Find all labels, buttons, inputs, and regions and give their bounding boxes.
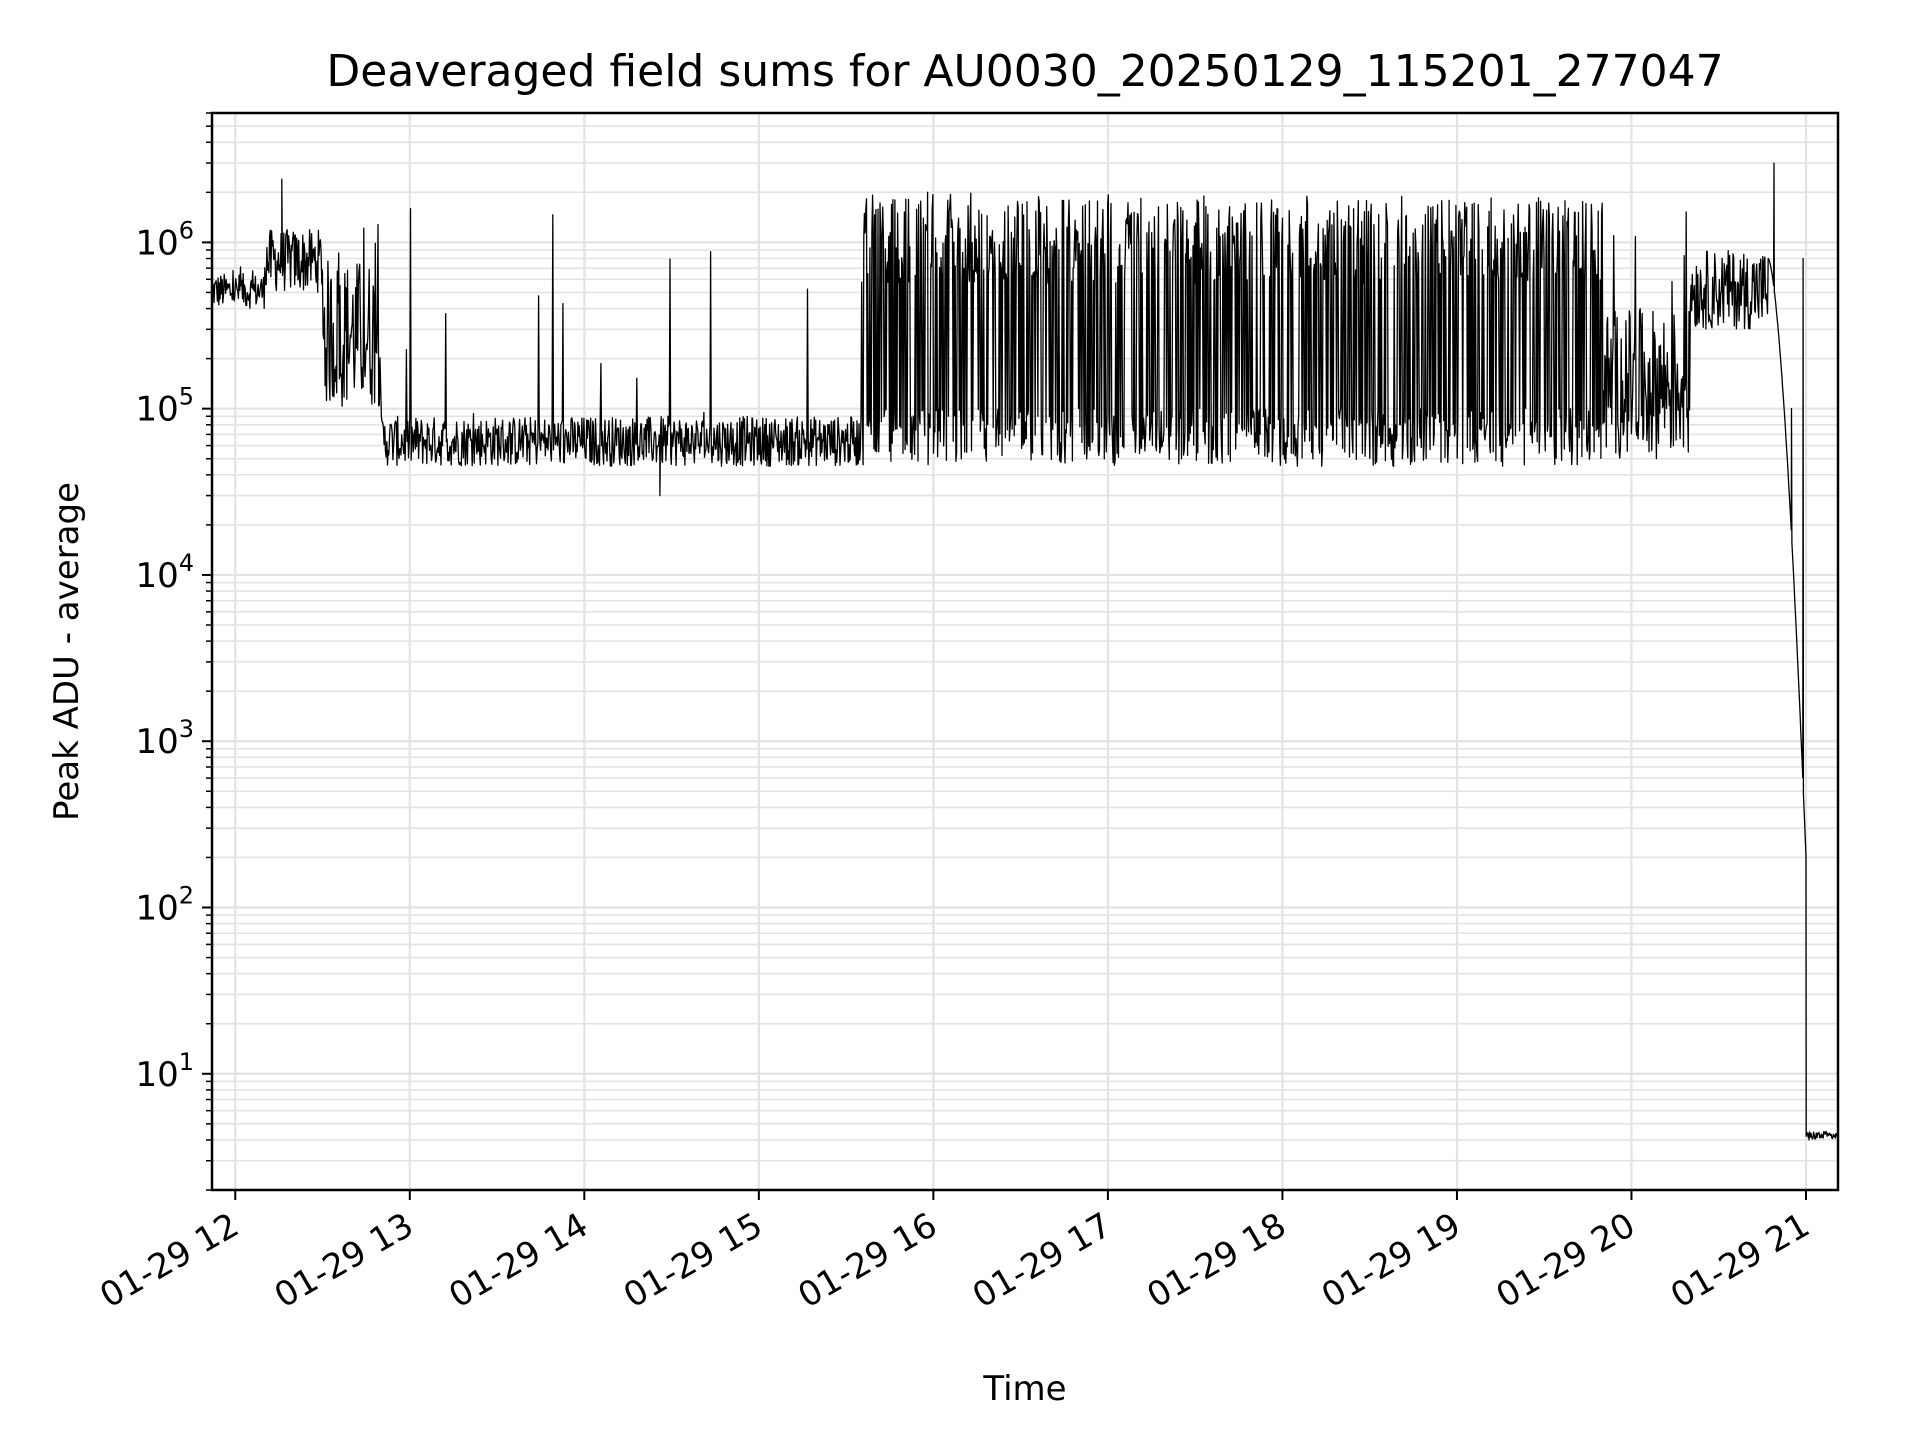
y-tick-label: 101 [135,1048,194,1095]
y-tick-base: 10 [135,722,178,762]
x-axis-title: Time [982,1369,1066,1409]
x-tick-label: 01-29 17 [966,1205,1118,1316]
y-tick-label: 105 [135,383,194,430]
data-series-line [211,162,1839,1141]
y-tick-label: 106 [135,216,194,263]
x-tick-label: 01-29 18 [1141,1205,1293,1316]
y-tick-label: 103 [135,715,194,762]
y-tick-base: 10 [135,223,178,263]
y-tick-exponent: 3 [179,715,194,743]
y-tick-label: 102 [135,881,194,928]
y-tick-exponent: 2 [179,881,194,909]
y-tick-exponent: 1 [179,1048,194,1076]
x-tick-label: 01-29 14 [442,1205,594,1316]
x-tick-label: 01-29 20 [1490,1205,1642,1316]
y-tick-base: 10 [135,390,178,430]
plot-frame [210,111,1840,1192]
y-tick-base: 10 [135,1055,178,1095]
x-tick-label: 01-29 12 [93,1205,245,1316]
x-tick-label: 01-29 19 [1315,1205,1467,1316]
y-tick-exponent: 5 [179,383,194,411]
y-tick-exponent: 4 [179,549,194,577]
y-tick-label: 104 [135,549,194,596]
y-axis-title: Peak ADU - average [47,482,87,821]
chart-title: Deaveraged field sums for AU0030_2025012… [326,46,1723,97]
x-tick-label: 01-29 16 [791,1205,943,1316]
x-tick-label: 01-29 21 [1664,1205,1816,1316]
x-tick-label: 01-29 13 [268,1205,420,1316]
series-layer [211,162,1839,1141]
y-tick-exponent: 6 [179,216,194,244]
y-tick-base: 10 [135,888,178,928]
x-tick-label: 01-29 15 [617,1205,769,1316]
y-tick-base: 10 [135,556,178,596]
